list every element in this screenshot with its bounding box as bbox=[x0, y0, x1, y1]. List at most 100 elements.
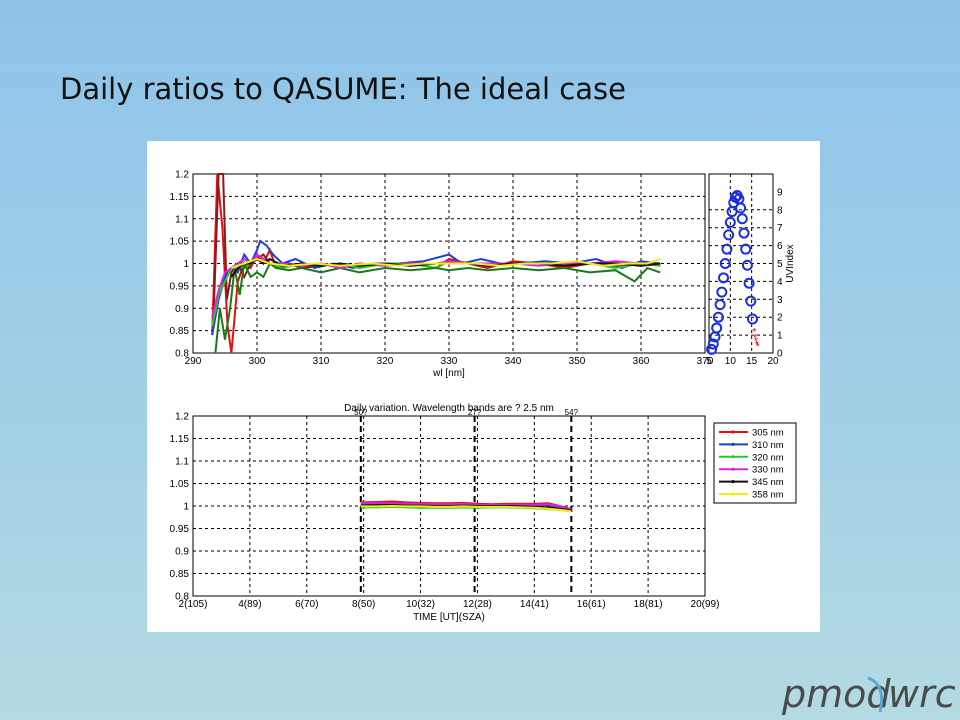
logo-arc-icon bbox=[867, 676, 883, 713]
x-tick-label: 330 bbox=[441, 356, 458, 367]
legend-marker bbox=[731, 442, 735, 446]
spectral-ratio-series-5 bbox=[214, 260, 661, 354]
x-tick-label: 350 bbox=[569, 356, 586, 367]
y-tick-label: 0.8 bbox=[175, 592, 189, 603]
x-tick-label: 15 bbox=[746, 356, 758, 367]
y-tick-label: 1 bbox=[183, 502, 189, 513]
y-tick-label: 0 bbox=[777, 349, 783, 360]
x-tick-label: 4(89) bbox=[238, 599, 261, 610]
spectral-ratio-series-3 bbox=[211, 239, 661, 336]
slide-title: Daily ratios to QASUME: The ideal case bbox=[60, 72, 626, 106]
x-tick-label: 10 bbox=[725, 356, 737, 367]
uv-index-late-point: * bbox=[754, 335, 759, 347]
uv-index-point bbox=[714, 299, 726, 311]
uv-index-point bbox=[707, 338, 719, 350]
y-tick-label: 1.1 bbox=[175, 214, 189, 225]
uv-index-point bbox=[747, 313, 759, 325]
y-tick-label: 8 bbox=[777, 205, 783, 216]
legend-label: 345 nm bbox=[752, 477, 784, 488]
x-tick-label: 20(99) bbox=[691, 599, 720, 610]
x-tick-label: 300 bbox=[249, 356, 266, 367]
x-axis-label: TIME [UT](SZA) bbox=[413, 612, 485, 623]
uv-index-point bbox=[738, 227, 750, 239]
x-tick-label: 340 bbox=[505, 356, 522, 367]
figure-svg: 290 300 310 320 330 340 350 360 3700.80.850.90.9… bbox=[170, 170, 797, 623]
plot-frame bbox=[192, 415, 706, 597]
x-axis-label: wl [nm] bbox=[432, 368, 465, 379]
y-tick-label: 1.05 bbox=[170, 237, 190, 248]
daily-series-358-nm bbox=[360, 504, 572, 513]
chart-title: Daily variation. Wavelength bands are ? … bbox=[344, 403, 554, 414]
y-tick-label: 1 bbox=[777, 331, 783, 342]
y-tick-label: 0.8 bbox=[175, 349, 189, 360]
uv-index-point bbox=[724, 216, 736, 228]
legend-marker bbox=[731, 467, 735, 471]
legend-label: 310 nm bbox=[752, 440, 784, 451]
x-tick-label: 18(81) bbox=[634, 599, 663, 610]
uv-index-late-point: * bbox=[755, 341, 760, 353]
x-tick-label: 320 bbox=[377, 356, 394, 367]
uv-index-point bbox=[743, 277, 755, 289]
y-tick-label: 0.95 bbox=[170, 281, 190, 292]
x-tick-label: 6(70) bbox=[295, 599, 318, 610]
y-tick-label: 0.85 bbox=[170, 569, 190, 580]
legend-marker bbox=[731, 480, 735, 484]
legend-marker bbox=[731, 492, 735, 496]
uv-index-point bbox=[740, 243, 752, 255]
y-tick-label: 5 bbox=[777, 259, 783, 270]
uv-index-point bbox=[706, 343, 718, 355]
y-tick-label: 0.9 bbox=[175, 304, 189, 315]
legend-marker bbox=[731, 455, 735, 459]
x-tick-label: 2(105) bbox=[179, 599, 208, 610]
uv-index-point bbox=[712, 311, 724, 323]
legend-box bbox=[713, 422, 797, 504]
spectral-ratio-series-2 bbox=[212, 173, 661, 318]
legend-label: 358 nm bbox=[752, 490, 784, 501]
figure-panel: 290 300 310 320 330 340 350 360 370 0.8 0.85 0.9 0.9… bbox=[147, 141, 820, 632]
uv-index-point bbox=[745, 295, 757, 307]
logo-wrc-text: wrc bbox=[888, 672, 956, 716]
uv-index-point bbox=[719, 258, 731, 269]
x-tick-label: 10(32) bbox=[406, 599, 435, 610]
y-tick-label: 0.95 bbox=[170, 524, 190, 535]
x-tick-label: 360 bbox=[633, 356, 650, 367]
sza-marker-label: 50? bbox=[354, 408, 368, 417]
y-tick-label: 1.2 bbox=[175, 170, 189, 181]
uv-index-point bbox=[711, 322, 723, 334]
legend-marker bbox=[731, 430, 735, 434]
y-tick-label: 1 bbox=[183, 259, 189, 270]
uv-index-point bbox=[721, 243, 733, 255]
pmod-wrc-logo: pmod wrc bbox=[780, 672, 960, 720]
y-tick-label: 1.15 bbox=[170, 192, 190, 203]
y-axis-label: UVIndex bbox=[785, 244, 796, 282]
y-tick-label: 0.9 bbox=[175, 547, 189, 558]
uv-index-point bbox=[723, 229, 735, 241]
x-tick-label: 16(61) bbox=[577, 599, 606, 610]
y-tick-label: 1.1 bbox=[175, 457, 189, 468]
sza-marker-label: 27? bbox=[468, 408, 482, 417]
uv-index-point bbox=[718, 272, 730, 284]
y-tick-label: 0.85 bbox=[170, 326, 190, 337]
plot-frame bbox=[708, 173, 774, 354]
x-tick-label: 8(50) bbox=[352, 599, 375, 610]
legend-label: 305 nm bbox=[752, 428, 784, 439]
legend-label: 330 nm bbox=[752, 465, 784, 476]
legend-label: 320 nm bbox=[752, 452, 784, 463]
y-tick-label: 2 bbox=[777, 313, 783, 324]
y-tick-label: 9 bbox=[777, 187, 783, 198]
y-tick-label: 4 bbox=[777, 277, 783, 288]
uv-index-late-point: * bbox=[752, 327, 757, 339]
uv-index-late-point: * bbox=[753, 332, 758, 344]
plot-frame bbox=[192, 173, 706, 354]
y-tick-label: 7 bbox=[777, 223, 783, 234]
x-tick-label: 370 bbox=[697, 356, 714, 367]
x-tick-label: 310 bbox=[313, 356, 330, 367]
sza-marker-label: 54? bbox=[565, 408, 579, 417]
y-tick-label: 3 bbox=[777, 295, 783, 306]
uv-index-point bbox=[735, 202, 747, 214]
x-tick-label: 14(41) bbox=[520, 599, 549, 610]
x-tick-label: 5 bbox=[706, 356, 712, 367]
uv-index-point bbox=[741, 259, 753, 271]
y-tick-label: 1.2 bbox=[175, 412, 189, 423]
uv-index-point bbox=[716, 286, 728, 298]
